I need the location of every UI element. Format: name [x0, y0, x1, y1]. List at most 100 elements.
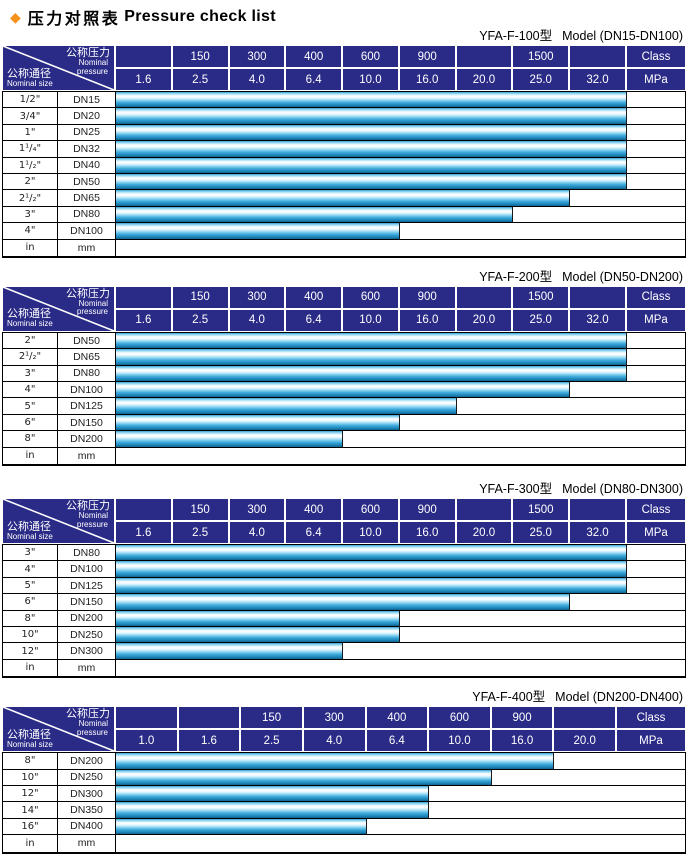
pressure-range-bar: [116, 769, 492, 785]
pressure-label-en2: pressure: [76, 727, 108, 737]
pressure-label-zh: 公称压力: [66, 500, 110, 513]
bar-track: [116, 141, 685, 157]
mpa-header-cell: 4.0: [228, 521, 286, 545]
pressure-label-en2: pressure: [76, 66, 108, 76]
table-row: 4" DN100: [3, 561, 685, 578]
bar-track: [116, 818, 685, 835]
size-dn-cell: DN65: [58, 349, 116, 365]
corner-size-label: 公称通径 Nominal size: [7, 308, 53, 329]
table-row: 4" DN100: [3, 223, 685, 240]
unit-mm-cell: mm: [58, 239, 116, 256]
class-header-cell: 900: [398, 498, 456, 522]
model-subtitle: YFA-F-400型 Model (DN200-DN400): [2, 690, 686, 706]
table-row: 2¹/₂" DN65: [3, 349, 685, 366]
pressure-label-en1: Nominal: [78, 298, 108, 308]
mpa-header-cell: 4.0: [228, 308, 286, 332]
size-dn-cell: DN250: [58, 769, 116, 785]
table-row: 2¹/₂" DN65: [3, 190, 685, 207]
mpa-header-cell: 4.0: [228, 68, 286, 91]
table-rows: 8" DN200 10" DN250 12" DN300 14" DN350 16" DN400 i…: [2, 752, 686, 854]
size-inch-cell: 3": [3, 365, 58, 382]
bar-track: [116, 753, 685, 769]
class-header-cell: 300: [302, 706, 366, 730]
size-inch-cell: 3/4": [3, 108, 58, 124]
size-label-en: Nominal size: [7, 739, 53, 749]
class-unit-cell: Class: [625, 498, 686, 522]
class-header-cell: 400: [285, 285, 343, 309]
mpa-header-cell: 1.0: [115, 729, 178, 753]
size-dn-cell: DN125: [58, 398, 116, 414]
mpa-header-cell: 6.4: [285, 68, 343, 91]
class-header-cell: [455, 45, 513, 68]
table-rows: 3" DN80 4" DN100 5" DN125 6" DN150 8" DN200 10" DN2…: [2, 544, 686, 679]
bar-track: [116, 398, 685, 414]
pressure-range-bar: [116, 332, 627, 349]
mpa-header-cell: 25.0: [512, 308, 570, 332]
class-header-cell: 150: [240, 706, 303, 730]
size-dn-cell: DN25: [58, 124, 116, 141]
size-inch-cell: 1¹/₂": [3, 157, 58, 173]
pressure-label-en2: pressure: [76, 519, 108, 529]
pressure-range-bar: [116, 92, 627, 108]
size-inch-cell: 2¹/₂": [3, 190, 58, 206]
class-header-cell: 150: [171, 285, 229, 309]
size-inch-cell: 10": [3, 626, 58, 643]
size-dn-cell: DN200: [58, 753, 116, 769]
pressure-range-bar: [116, 349, 627, 365]
diagonal-divider-line: [3, 286, 114, 331]
mpa-header-cell: 1.6: [177, 729, 241, 753]
size-dn-cell: DN125: [58, 577, 116, 594]
size-dn-cell: DN250: [58, 626, 116, 643]
size-dn-cell: DN150: [58, 414, 116, 431]
bar-track: [116, 223, 685, 239]
mpa-header-cell: 2.5: [171, 308, 229, 332]
mpa-header-cell: 32.0: [569, 521, 626, 545]
bar-track: [116, 349, 685, 365]
corner-size-label: 公称通径 Nominal size: [7, 68, 53, 89]
table-row: 1¹/₂" DN40: [3, 157, 685, 174]
size-inch-cell: 6": [3, 594, 58, 610]
pressure-range-bar: [116, 818, 367, 835]
size-inch-cell: 2": [3, 332, 58, 349]
pressure-range-bar: [116, 157, 627, 173]
table-row: 10" DN250: [3, 626, 685, 644]
size-inch-cell: 2¹/₂": [3, 349, 58, 365]
page-title-en: Pressure check list: [124, 7, 276, 25]
unit-mm-cell: mm: [58, 659, 116, 677]
unit-row: in mm: [3, 659, 685, 677]
size-dn-cell: DN50: [58, 173, 116, 190]
size-dn-cell: DN350: [58, 802, 116, 818]
corner-cell: 公称压力 Nominal pressure 公称通径 Nominal size: [2, 706, 115, 753]
mpa-header-cell: 20.0: [455, 68, 513, 91]
mpa-header-cell: 4.0: [302, 729, 366, 753]
mpa-header-cell: 25.0: [512, 521, 570, 545]
pressure-range-bar: [116, 206, 514, 223]
class-header-cell: 300: [228, 45, 286, 68]
mpa-header-cell: 2.5: [240, 729, 303, 753]
tables-container: YFA-F-100型 Model (DN15-DN100) 公称压力 Nomina…: [2, 29, 686, 854]
mpa-unit-cell: MPa: [616, 729, 686, 753]
bar-track: [116, 173, 685, 190]
table-row: 12" DN300: [3, 643, 685, 660]
mpa-unit-cell: MPa: [625, 521, 686, 545]
size-inch-cell: 8": [3, 431, 58, 447]
table-row: 1/2" DN15: [3, 92, 685, 109]
class-header-cell: 600: [342, 285, 399, 309]
pressure-range-bar: [116, 124, 627, 141]
size-inch-cell: 6": [3, 414, 58, 431]
model-name: YFA-F-200型: [479, 269, 553, 284]
class-header-cell: 600: [428, 706, 491, 730]
class-header-cell: 900: [398, 45, 456, 68]
diagonal-divider-line: [3, 46, 114, 90]
pressure-range-bar: [116, 365, 627, 382]
bar-track: [116, 594, 685, 610]
pressure-range-bar: [116, 545, 627, 561]
bar-track: [116, 92, 685, 108]
model-range: Model (DN80-DN300): [562, 482, 683, 497]
bar-track: [116, 447, 685, 465]
size-inch-cell: 14": [3, 802, 58, 818]
bar-track: [116, 414, 685, 431]
class-header-cell: [115, 498, 172, 522]
bar-track: [116, 431, 685, 447]
table-header: 公称压力 Nominal pressure 公称通径 Nominal size …: [2, 45, 686, 91]
